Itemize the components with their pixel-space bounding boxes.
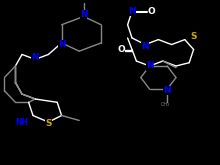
Text: N: N: [146, 62, 153, 70]
Text: S: S: [190, 32, 197, 41]
Text: N: N: [80, 10, 87, 19]
Text: N: N: [163, 86, 171, 95]
Text: O: O: [148, 7, 156, 16]
Text: N: N: [128, 7, 136, 16]
Text: N: N: [31, 53, 39, 62]
Text: NH: NH: [15, 118, 29, 127]
Text: N: N: [141, 42, 149, 51]
Text: N: N: [58, 40, 65, 49]
Text: O: O: [117, 45, 125, 54]
Text: S: S: [45, 119, 52, 128]
Text: CH₃: CH₃: [160, 102, 170, 107]
